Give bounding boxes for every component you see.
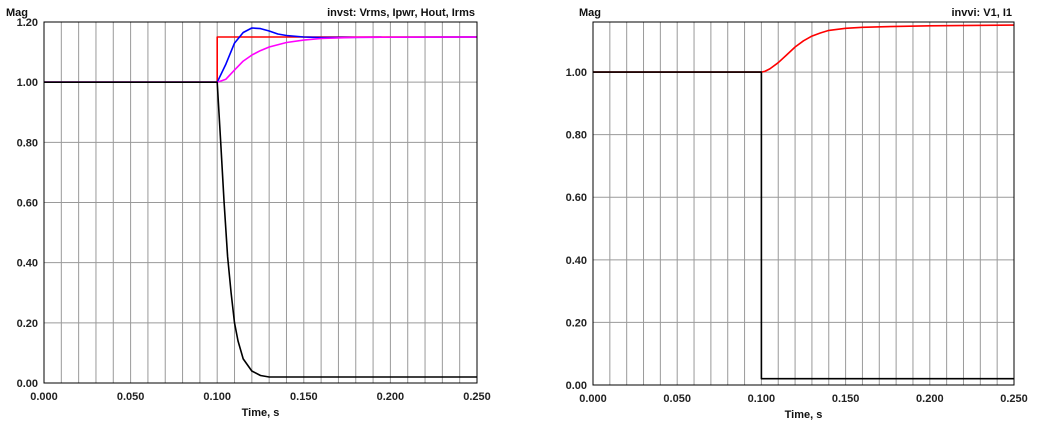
- series-line: [44, 81, 477, 378]
- x-axis-label: Time, s: [242, 407, 280, 419]
- y-tick-label: 0.80: [17, 137, 38, 149]
- x-tick-label: 0.200: [916, 393, 944, 405]
- series-line: [593, 24, 1015, 73]
- x-tick-label: 0.000: [30, 391, 58, 403]
- y-axis-label: Mag: [6, 7, 28, 19]
- plot-border: [43, 21, 478, 384]
- y-axis-label: Mag: [579, 7, 601, 19]
- x-tick-label: 0.250: [1000, 393, 1028, 405]
- y-tick-label: 0.60: [17, 198, 38, 210]
- series-line: [44, 27, 478, 83]
- y-tick-label: 0.40: [566, 255, 587, 267]
- x-tick-label: 0.050: [117, 391, 145, 403]
- x-tick-label: 0.250: [463, 391, 491, 403]
- chart-right: 0.000 0.050 0.100 0.150 0.200 0.250 0.00 0.20 0.…: [523, 0, 1046, 438]
- plot-area: [593, 22, 1014, 385]
- y-tick-label: 0.20: [566, 317, 587, 329]
- series-line: [593, 71, 1014, 380]
- y-tick-label: 0.80: [566, 130, 587, 142]
- x-axis-label: Time, s: [785, 409, 823, 421]
- y-tick-label: 0.60: [566, 192, 587, 204]
- chart-right-svg: 0.000 0.050 0.100 0.150 0.200 0.250 0.00 0.20 0.…: [566, 7, 1028, 421]
- y-tick-label: 0.00: [566, 380, 587, 392]
- x-tick-label: 0.200: [377, 391, 405, 403]
- chart-title: invvi: V1, I1: [951, 7, 1012, 19]
- y-tick-label: 0.00: [17, 378, 38, 390]
- x-tick-label: 0.000: [579, 393, 607, 405]
- series-line: [44, 36, 478, 83]
- plot-border: [592, 21, 1015, 386]
- y-tick-label: 1.00: [17, 77, 38, 89]
- chart-left: 0.000 0.050 0.100 0.150 0.200 0.250 0.00 0.20 0.…: [0, 0, 523, 438]
- x-tick-label: 0.100: [203, 391, 231, 403]
- y-tick-label: 1.00: [566, 67, 587, 79]
- y-tick-label: 1.20: [17, 17, 38, 29]
- x-tick-label: 0.050: [663, 393, 691, 405]
- y-tick-label: 0.20: [17, 318, 38, 330]
- chart-left-svg: 0.000 0.050 0.100 0.150 0.200 0.250 0.00 0.20 0.…: [6, 7, 491, 419]
- x-tick-label: 0.150: [290, 391, 318, 403]
- chart-title: invst: Vrms, Ipwr, Hout, Irms: [327, 7, 475, 19]
- y-tick-label: 0.40: [17, 258, 38, 270]
- x-tick-label: 0.150: [832, 393, 860, 405]
- x-tick-label: 0.100: [748, 393, 776, 405]
